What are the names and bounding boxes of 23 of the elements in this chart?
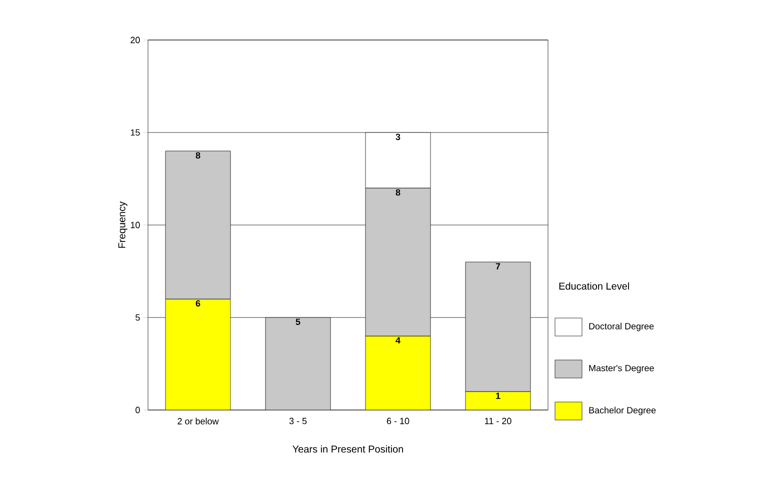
data-label: 1	[496, 392, 500, 399]
y-tick-label: 15	[130, 129, 140, 136]
legend-label: Bachelor Degree	[589, 406, 656, 416]
data-label: 7	[496, 263, 500, 270]
y-tick-label: 10	[130, 222, 140, 228]
data-label: 8	[196, 152, 200, 159]
y-tick-label: 0	[136, 406, 140, 414]
x-axis-title: Years in Present Position	[292, 445, 404, 453]
x-tick-label: 11 - 20	[485, 418, 512, 424]
x-tick-label: 6 - 10	[386, 418, 410, 424]
data-label: 4	[396, 337, 400, 344]
x-tick-label: 3 - 5	[289, 418, 307, 424]
data-label: 8	[396, 189, 400, 196]
legend-title: Education Level	[559, 282, 630, 290]
y-tick-label: 20	[130, 36, 140, 44]
y-tick-label: 5	[136, 314, 140, 321]
data-label: 3	[396, 134, 400, 140]
x-tick-label: 2 or below	[178, 418, 219, 424]
legend-label: Doctoral Degree	[589, 322, 654, 332]
data-label: 6	[196, 300, 200, 307]
legend-label: Master's Degree	[589, 364, 654, 374]
y-axis-title: Frequency	[118, 201, 128, 248]
data-label: 5	[296, 318, 300, 325]
